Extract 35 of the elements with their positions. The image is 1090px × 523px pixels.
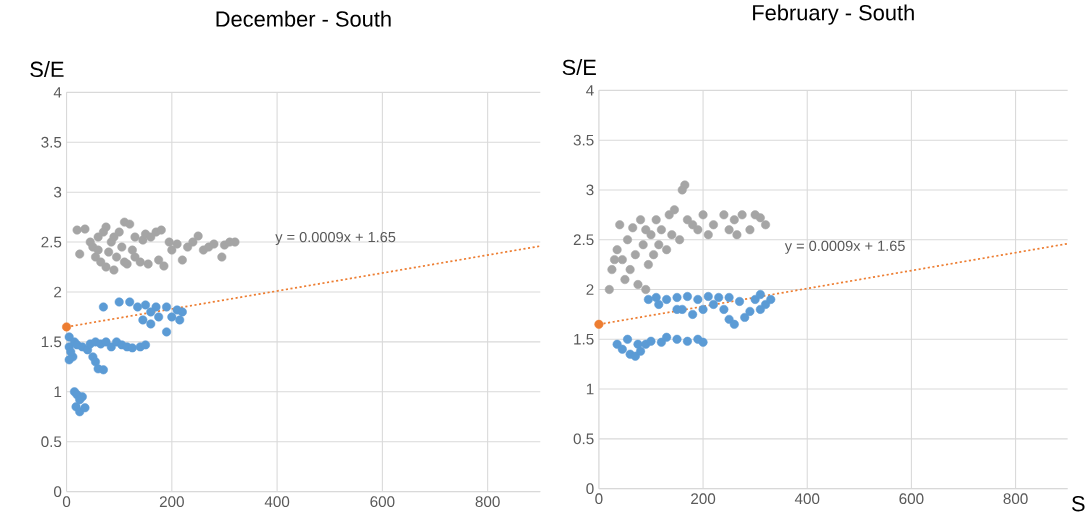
y-tick-label: 3 — [53, 186, 62, 198]
y-tick-label: 2.5 — [41, 236, 62, 248]
y-tick-label: 0.5 — [573, 433, 594, 445]
y-tick-label: 3 — [586, 184, 594, 196]
x-tick-label: 200 — [691, 493, 716, 504]
x-axis-title: S — [1072, 495, 1085, 512]
y-tick-label: 4 — [53, 86, 62, 98]
y-tick-label: 1.5 — [41, 336, 62, 348]
annotation: y = 0.0009x + 1.65 — [784, 240, 905, 254]
y-tick-label: 3.5 — [41, 136, 62, 148]
x-tick-label: 0 — [62, 496, 71, 507]
y-tick-label: 4 — [586, 84, 594, 96]
y-tick-label: 0 — [586, 483, 594, 494]
x-tick-label: 400 — [264, 496, 290, 507]
chart-title: December - South — [216, 10, 391, 27]
y-tick-label: 3.5 — [573, 134, 594, 146]
y-tick-label: 1 — [54, 386, 62, 397]
y-axis-title: S/E — [30, 60, 64, 77]
x-tick-label: 600 — [370, 496, 395, 507]
x-tick-label: 800 — [1003, 493, 1028, 504]
y-tick-label: 0 — [54, 486, 62, 497]
chart-title: February - South — [753, 4, 914, 25]
x-tick-label: 400 — [794, 493, 820, 504]
y-tick-label: 2 — [586, 284, 594, 295]
x-tick-label: 200 — [159, 496, 184, 507]
y-tick-label: 1 — [586, 383, 594, 395]
y-tick-label: 1.5 — [574, 333, 594, 345]
x-tick-label: 0 — [595, 493, 603, 504]
y-tick-label: 0.5 — [41, 436, 62, 447]
annotation: y = 0.0009x + 1.65 — [275, 231, 396, 245]
x-tick-label: 600 — [899, 493, 924, 504]
y-tick-label: 2.5 — [573, 234, 594, 245]
y-tick-label: 2 — [54, 286, 62, 298]
x-tick-label: 800 — [475, 496, 500, 507]
y-axis-title: S/E — [562, 58, 596, 75]
